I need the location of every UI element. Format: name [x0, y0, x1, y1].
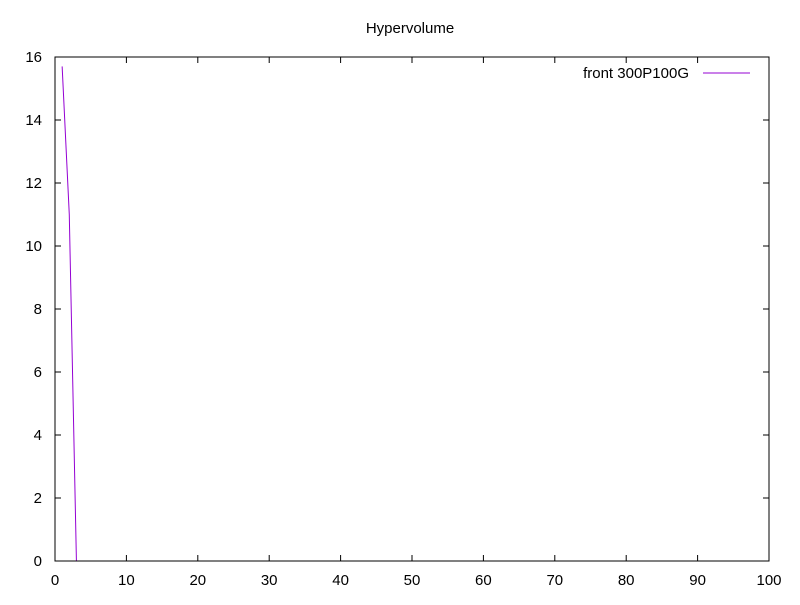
y-tick-label: 14 [25, 112, 42, 129]
y-tick-label: 16 [25, 49, 42, 66]
x-tick-label: 40 [332, 572, 349, 589]
x-tick-label: 70 [546, 572, 563, 589]
axis-ticks: 0 10 20 30 40 50 60 70 80 90 100 0 2 4 6 8 10 12 14 16 [25, 49, 781, 589]
y-tick-label: 2 [34, 490, 42, 507]
x-tick-label: 20 [189, 572, 206, 589]
y-tick-label: 10 [25, 238, 42, 255]
plot-frame [54, 56, 770, 562]
chart-title: Hypervolume [366, 20, 454, 37]
legend-label: front 300P100G [583, 65, 689, 82]
x-tick-label: 60 [475, 572, 492, 589]
x-tick-label: 80 [618, 572, 635, 589]
x-tick-label: 100 [756, 572, 781, 589]
series-layer [61, 66, 77, 562]
x-tick-label: 50 [404, 572, 421, 589]
x-tick-label: 10 [118, 572, 135, 589]
legend: front 300P100G [583, 65, 750, 82]
y-tick-label: 8 [34, 301, 42, 318]
y-tick-label: 0 [34, 553, 42, 570]
y-tick-label: 12 [25, 175, 42, 192]
y-tick-label: 6 [34, 364, 42, 381]
x-tick-label: 90 [689, 572, 706, 589]
y-tick-label: 4 [34, 427, 42, 444]
series-line [61, 66, 77, 562]
x-tick-label: 30 [261, 572, 278, 589]
x-tick-label: 0 [51, 572, 59, 589]
